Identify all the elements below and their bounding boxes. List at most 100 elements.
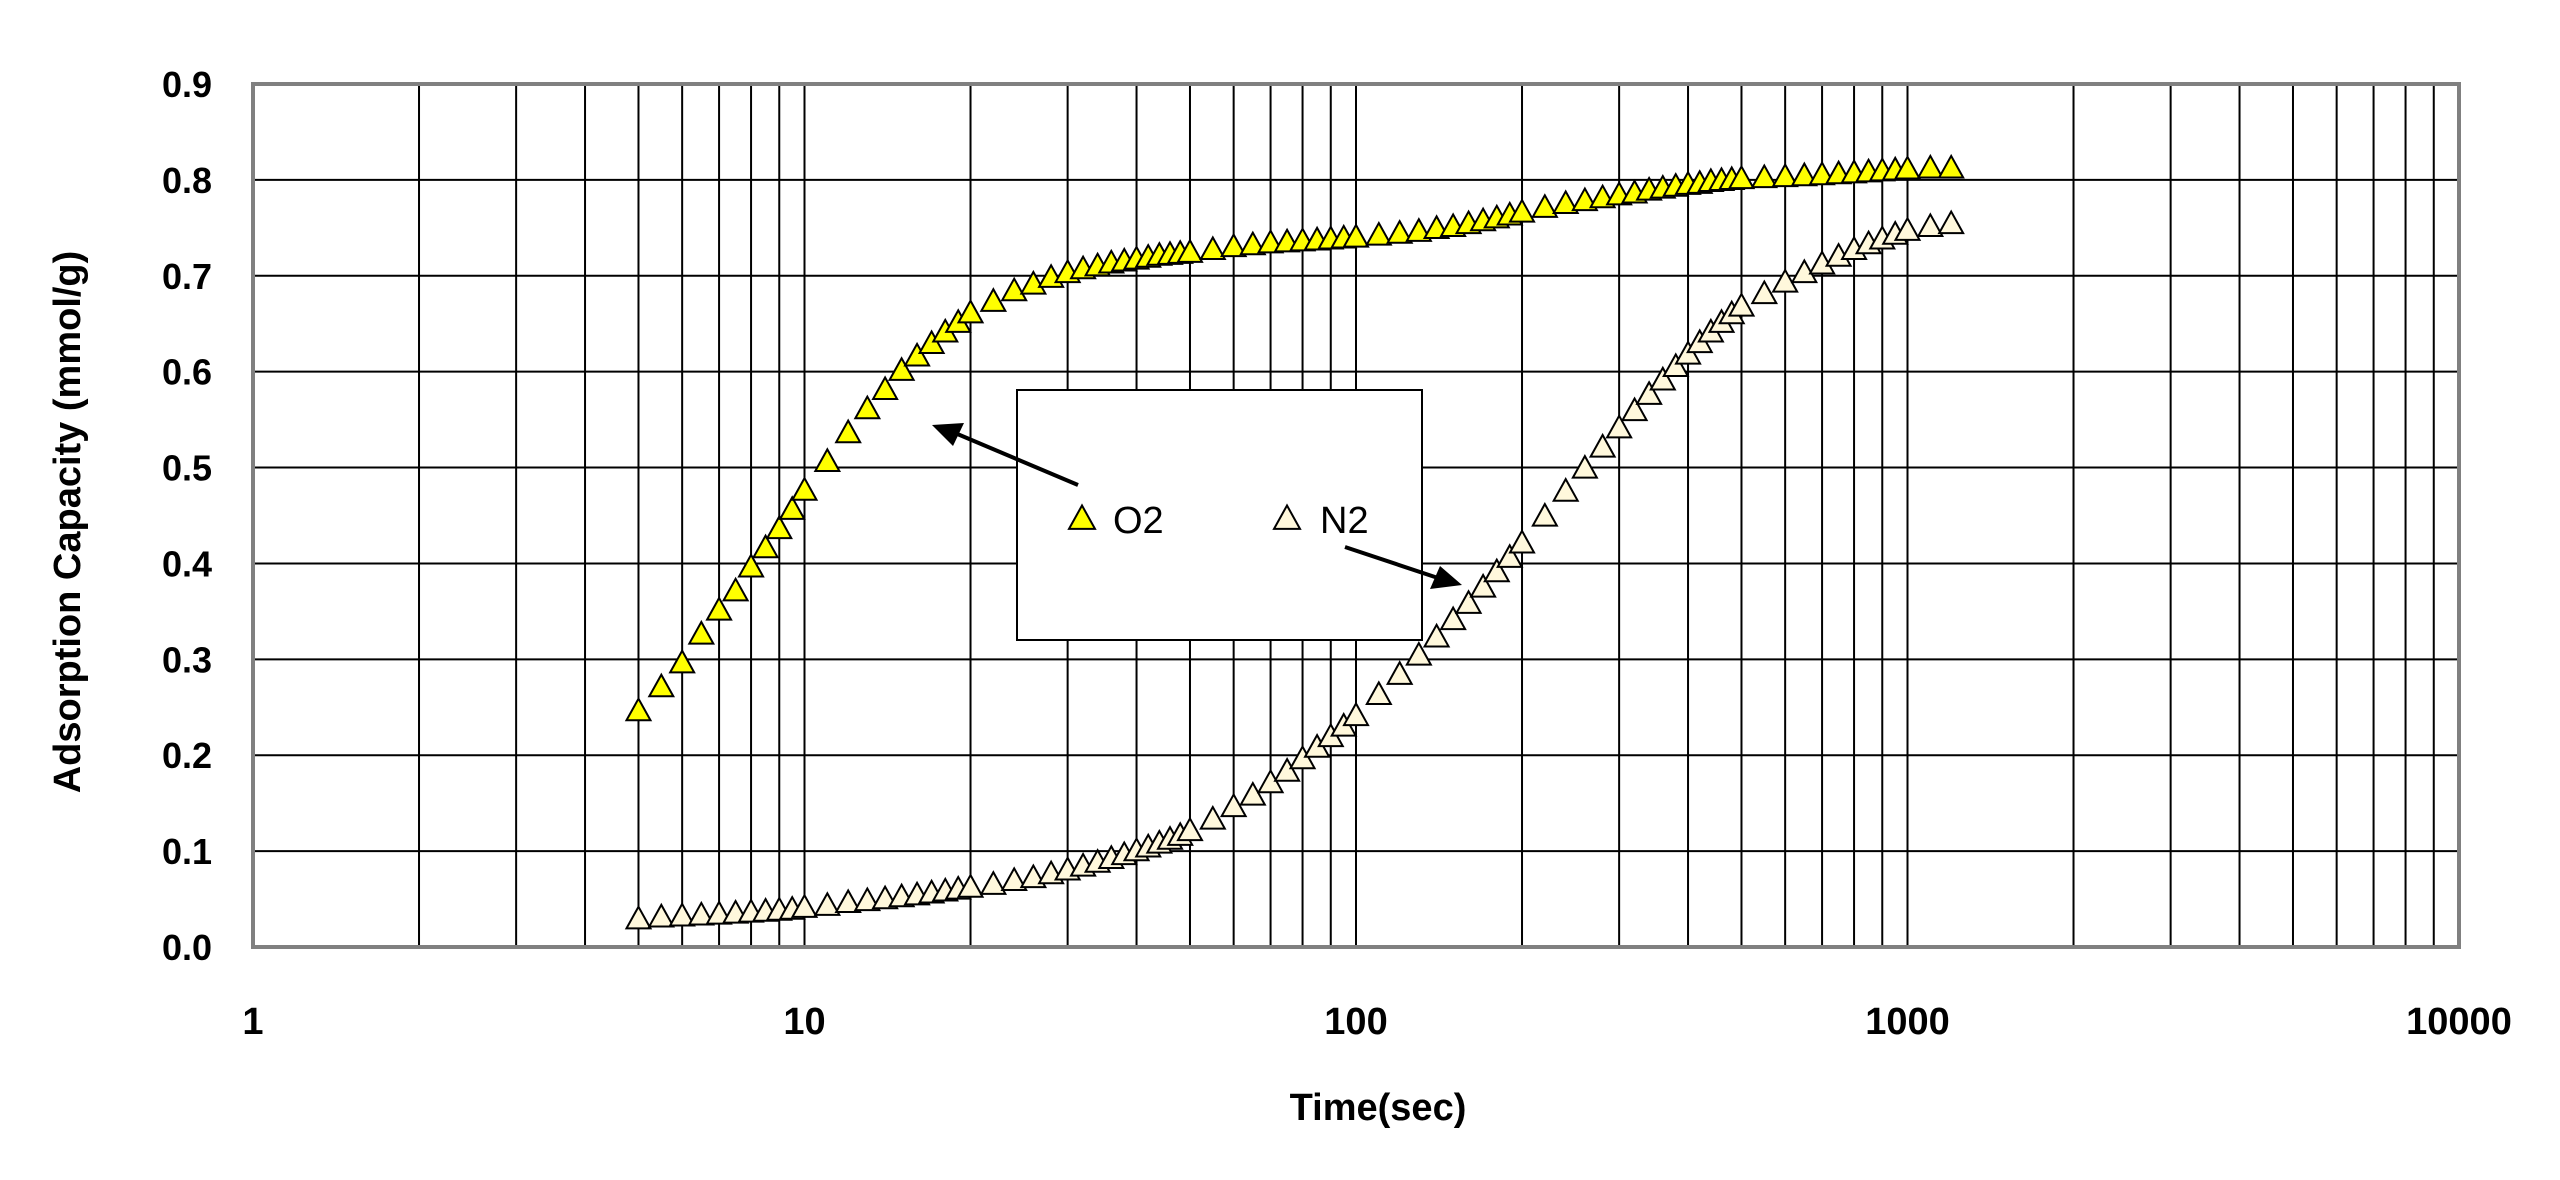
data-point-o2 (687, 619, 716, 645)
y-tick-label: 0.0 (162, 927, 212, 968)
data-point-o2 (1727, 164, 1756, 190)
data-point-o2 (624, 696, 653, 722)
data-point-o2 (871, 375, 899, 401)
legend-label-o2: O2 (1113, 500, 1164, 542)
data-point-n2 (1342, 701, 1370, 727)
legend-marker-n2 (1272, 503, 1302, 530)
data-point-o2 (668, 648, 696, 674)
data-point-o2 (1219, 232, 1248, 258)
legend-label-n2: N2 (1320, 500, 1369, 542)
x-tick-label: 1000 (1865, 1001, 1950, 1043)
y-tick-label: 0.9 (162, 64, 212, 105)
data-point-n2 (1937, 209, 1965, 235)
data-point-n2 (1273, 757, 1301, 782)
data-point-o2 (1000, 276, 1028, 302)
data-point-o2 (737, 552, 765, 578)
data-point-o2 (853, 394, 882, 420)
data-point-o2 (1771, 162, 1799, 188)
data-point-n2 (1588, 432, 1617, 458)
y-tick-label: 0.1 (162, 831, 212, 872)
data-point-n2 (834, 888, 862, 914)
data-point-o2 (813, 447, 842, 472)
annotation-arrows (932, 423, 1462, 589)
data-point-o2 (1508, 197, 1536, 223)
data-point-o2 (1199, 235, 1227, 261)
series-n2 (624, 209, 1965, 930)
y-tick-label: 0.3 (162, 639, 212, 680)
data-point-o2 (778, 495, 806, 520)
data-point-o2 (1916, 153, 1945, 179)
data-point-n2 (668, 901, 696, 927)
n2-arrow-head (1430, 566, 1462, 589)
data-point-n2 (1454, 589, 1483, 614)
data-point-n2 (1405, 641, 1433, 666)
data-point-n2 (1199, 804, 1227, 830)
data-point-n2 (1176, 816, 1204, 842)
data-point-n2 (1916, 212, 1945, 238)
series-o2 (624, 153, 1965, 722)
data-point-n2 (813, 891, 842, 916)
data-point-o2 (751, 533, 780, 559)
data-point-n2 (1239, 781, 1267, 806)
data-point-o2 (1019, 269, 1048, 295)
data-point-n2 (1422, 622, 1451, 648)
data-point-o2 (1176, 238, 1204, 263)
data-point-n2 (1385, 660, 1414, 685)
y-tick-label: 0.7 (162, 256, 212, 297)
data-point-o2 (1365, 221, 1393, 246)
data-point-o2 (1893, 154, 1922, 180)
x-axis-title: Time(sec) (1290, 1087, 1467, 1129)
plot-area-frame (251, 82, 2461, 949)
data-point-o2 (721, 576, 750, 602)
data-point-n2 (1750, 279, 1779, 305)
data-point-n2 (1439, 605, 1467, 631)
data-point-n2 (1635, 380, 1663, 405)
data-point-n2 (1893, 216, 1922, 241)
data-point-o2 (790, 476, 819, 501)
data-point-o2 (1239, 230, 1267, 256)
data-point-n2 (1771, 267, 1799, 293)
o2-arrow-head (932, 423, 964, 446)
y-tick-label: 0.5 (162, 448, 212, 489)
data-point-o2 (956, 298, 985, 324)
o2-arrow-line (954, 431, 1079, 487)
data-point-o2 (979, 287, 1008, 312)
data-point-n2 (1496, 543, 1524, 568)
legend-marker-o2 (1067, 503, 1097, 530)
data-point-n2 (1727, 291, 1756, 317)
data-point-n2 (1508, 528, 1536, 554)
data-point-n2 (647, 902, 676, 928)
data-point-o2 (834, 418, 862, 444)
data-point-o2 (1531, 193, 1559, 218)
data-point-n2 (1000, 866, 1028, 892)
data-point-o2 (1571, 186, 1599, 212)
data-point-n2 (1662, 352, 1690, 378)
x-tick-label: 10000 (2406, 1001, 2512, 1043)
tick-labels: 1 10 100 1000 10000 0.0 0.1 0.2 0.3 0.4 0.5 0.6 0.7 0… (162, 64, 2512, 1043)
y-tick-label: 0.6 (162, 352, 212, 393)
data-series (624, 153, 1965, 930)
data-point-o2 (765, 514, 793, 540)
data-point-o2 (1937, 153, 1965, 179)
data-point-n2 (1531, 501, 1559, 527)
data-point-o2 (1790, 161, 1819, 187)
data-point-n2 (853, 886, 882, 912)
data-point-n2 (624, 904, 653, 930)
legend: O2 N2 (1016, 389, 1423, 641)
data-point-n2 (1551, 477, 1580, 502)
data-point-n2 (956, 873, 985, 898)
data-point-o2 (1342, 222, 1370, 248)
data-point-o2 (1405, 217, 1433, 242)
data-point-n2 (790, 893, 819, 918)
data-point-n2 (1571, 454, 1599, 479)
data-point-n2 (1469, 572, 1497, 598)
data-point-n2 (1483, 557, 1511, 583)
data-point-o2 (1385, 219, 1414, 244)
x-tick-label: 1 (242, 1001, 263, 1043)
y-tick-label: 0.2 (162, 735, 212, 776)
data-point-n2 (1649, 365, 1677, 391)
data-point-n2 (979, 870, 1008, 895)
data-point-o2 (903, 341, 931, 367)
data-point-o2 (887, 356, 916, 381)
